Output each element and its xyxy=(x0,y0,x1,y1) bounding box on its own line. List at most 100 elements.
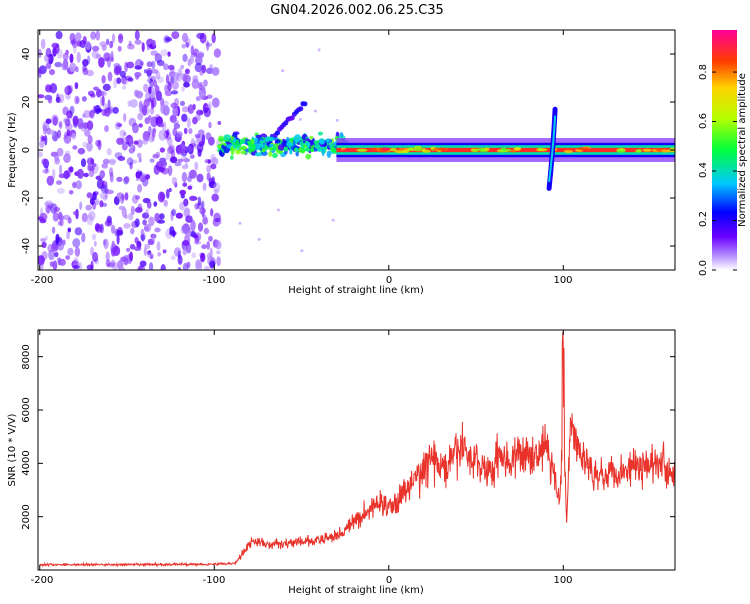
noise-blob xyxy=(116,137,124,145)
noise-blob xyxy=(137,184,143,193)
noise-blob xyxy=(87,163,91,169)
noise-blob xyxy=(101,180,108,189)
noise-blob xyxy=(126,61,135,69)
noise-blob xyxy=(72,265,80,269)
noise-blob xyxy=(100,97,104,107)
noise-blob xyxy=(194,133,201,139)
snr-marks xyxy=(39,331,675,568)
noise-blob xyxy=(182,32,188,43)
noise-blob xyxy=(69,53,74,64)
branch-blob xyxy=(289,115,295,121)
noise-blob xyxy=(130,227,135,235)
signal-blob xyxy=(259,140,266,144)
noise-blob xyxy=(211,33,216,44)
signal-blob-bright xyxy=(288,143,294,147)
snr-ytick-label-1: 4000 xyxy=(21,450,32,475)
outlier-blob xyxy=(335,118,339,122)
noise-blob xyxy=(107,215,112,223)
noise-blob xyxy=(127,43,135,50)
noise-blob xyxy=(148,216,155,227)
noise-blob xyxy=(118,33,124,44)
noise-blob xyxy=(56,93,60,102)
noise-blob xyxy=(197,129,205,136)
noise-blob xyxy=(39,140,45,148)
noise-blob xyxy=(193,234,198,239)
noise-blob xyxy=(127,77,134,82)
noise-blob xyxy=(139,175,147,183)
signal-blob xyxy=(230,155,234,160)
noise-blob xyxy=(213,48,221,58)
band-ripple xyxy=(389,148,397,152)
noise-blob xyxy=(145,208,149,216)
noise-blob xyxy=(209,64,214,69)
noise-blob xyxy=(170,76,175,84)
noise-blob xyxy=(110,259,116,268)
snr-xtick-label-0: -200 xyxy=(31,575,54,586)
noise-blob xyxy=(137,112,144,121)
noise-blob xyxy=(144,243,151,250)
noise-blob xyxy=(86,120,94,131)
spike-inner xyxy=(548,115,557,183)
noise-blob xyxy=(182,240,190,246)
noise-blob xyxy=(201,244,208,250)
noise-blob xyxy=(154,212,160,222)
noise-blob xyxy=(46,175,54,186)
noise-blob xyxy=(154,114,161,121)
noise-blob xyxy=(140,234,145,242)
noise-blob xyxy=(192,103,196,111)
spec-ytick-label-4: 40 xyxy=(21,48,32,61)
snr-panel: -200 -100 0 100 2000 4000 6000 8000 Heig… xyxy=(7,329,676,596)
noise-blob xyxy=(189,154,195,159)
noise-blob xyxy=(182,223,191,234)
signal-blob xyxy=(317,131,323,136)
noise-blob xyxy=(81,96,87,102)
outlier-blob xyxy=(298,117,302,121)
band-ripple xyxy=(398,148,405,152)
noise-blob xyxy=(149,78,154,89)
noise-blob xyxy=(77,147,86,155)
snr-xtick-label-3: 100 xyxy=(553,575,572,586)
noise-blob xyxy=(180,194,185,199)
noise-blob xyxy=(146,201,152,209)
noise-blob xyxy=(196,173,204,183)
noise-blob xyxy=(176,72,182,82)
noise-blob xyxy=(62,214,71,220)
noise-blob xyxy=(107,56,111,68)
noise-blob xyxy=(209,261,216,267)
noise-blob xyxy=(44,84,52,93)
noise-blob xyxy=(172,229,176,238)
noise-blob xyxy=(192,116,198,125)
noise-blob xyxy=(99,90,108,97)
noise-blob xyxy=(205,132,212,141)
signal-blob xyxy=(261,151,268,156)
noise-blob xyxy=(45,203,51,214)
noise-blob xyxy=(66,84,71,96)
signal-blob-bright xyxy=(230,145,234,151)
noise-blob xyxy=(63,153,71,163)
signal-blob xyxy=(294,134,302,142)
noise-blob xyxy=(116,123,123,128)
noise-blob xyxy=(64,118,71,127)
noise-blob xyxy=(207,159,212,165)
noise-blob xyxy=(93,86,99,91)
noise-blob xyxy=(149,254,154,259)
signal-blob-bright xyxy=(248,145,253,150)
noise-blob xyxy=(196,32,205,40)
signal-blob xyxy=(321,148,325,157)
noise-blob xyxy=(185,41,189,48)
band-ripple xyxy=(642,148,652,152)
noise-blob xyxy=(82,36,87,45)
noise-blob xyxy=(150,99,155,110)
noise-blob xyxy=(105,189,114,195)
noise-blob xyxy=(51,42,60,49)
signal-blob xyxy=(274,139,281,144)
noise-blob xyxy=(62,52,69,61)
signal-blob-bright xyxy=(268,137,274,142)
noise-blob xyxy=(181,164,189,170)
noise-blob xyxy=(109,40,114,49)
noise-blob xyxy=(99,200,104,208)
signal-blob-bright xyxy=(306,141,311,148)
noise-blob xyxy=(47,244,54,253)
noise-blob xyxy=(119,70,126,78)
